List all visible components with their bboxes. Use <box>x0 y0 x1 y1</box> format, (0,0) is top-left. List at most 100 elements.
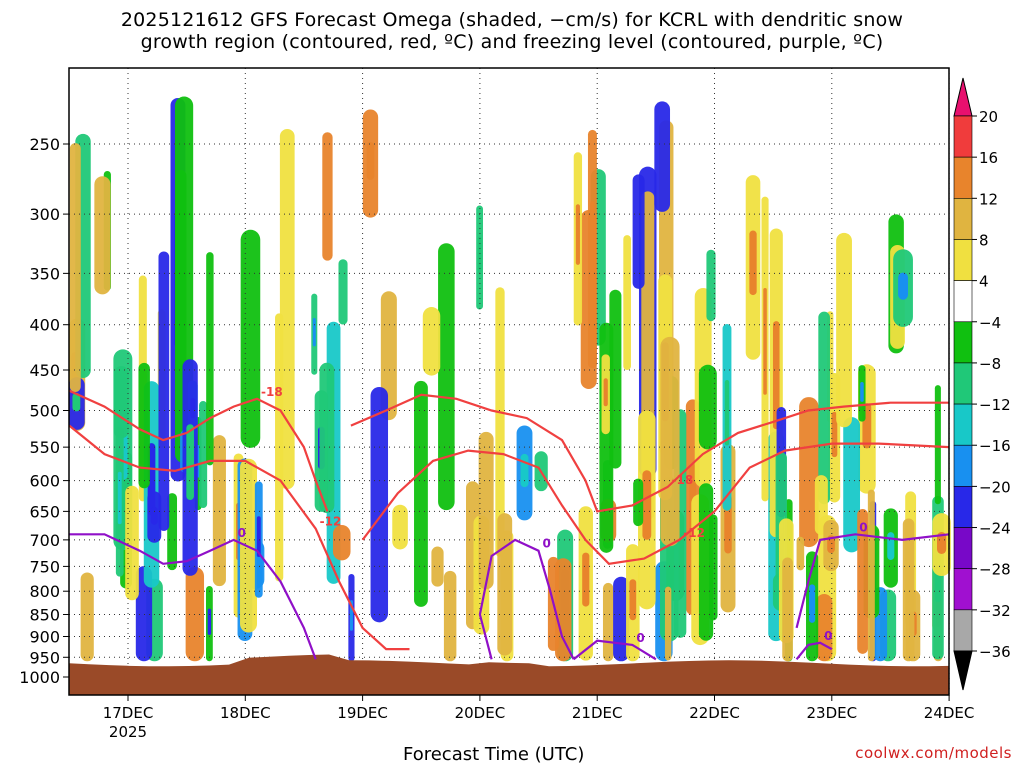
omega-cell <box>125 485 139 601</box>
colorbar-arrow-bottom <box>953 650 973 691</box>
omega-cell <box>664 586 672 661</box>
y-tick-label: 500 <box>29 402 60 421</box>
omega-cell <box>135 566 153 662</box>
omega-cell <box>654 101 671 212</box>
omega-core <box>724 380 730 446</box>
omega-core <box>582 552 590 607</box>
omega-cell <box>380 291 397 421</box>
red-contour <box>350 393 950 513</box>
omega-core <box>256 516 261 558</box>
x-tick-label: 20DEC <box>455 704 506 722</box>
omega-core <box>887 532 895 560</box>
colorbar-label: −12 <box>979 396 1011 414</box>
omega-cell <box>414 380 428 607</box>
omega-cell <box>158 251 170 531</box>
purple-contour <box>69 533 317 660</box>
omega-cell <box>94 176 111 295</box>
omega-core <box>207 608 212 635</box>
omega-cell <box>332 524 351 561</box>
omega-cell <box>138 362 150 489</box>
colorbar-label: 4 <box>979 273 989 291</box>
y-axis-ticks: 250 300 350 400 450 500 550 600 650 700 750 800 850 9… <box>19 135 69 687</box>
y-tick-label: 750 <box>29 557 60 576</box>
y-tick-label: 650 <box>29 502 60 521</box>
y-tick-label: 800 <box>29 582 60 601</box>
omega-cell <box>555 558 572 662</box>
x-axis-ticks: 17DEC 18DEC 19DEC 20DEC 21DEC 22DEC 23DEC 24DEC… <box>103 695 975 741</box>
x-tick-label: 18DEC <box>220 704 271 722</box>
y-tick-label: 300 <box>29 205 60 224</box>
omega-cell <box>338 259 348 325</box>
omega-cell <box>206 252 214 466</box>
credit-link[interactable]: coolwx.com/models <box>855 744 1012 762</box>
colorbar-bin <box>953 527 973 569</box>
y-tick-label: 600 <box>29 472 60 491</box>
x-year-label: 2025 <box>109 723 147 741</box>
colorbar-bin <box>953 609 973 652</box>
omega-cell <box>69 143 81 392</box>
colorbar-label: −4 <box>979 314 1001 332</box>
omega-cell <box>422 307 441 376</box>
omega-cell <box>902 518 915 662</box>
omega-cell <box>796 536 805 571</box>
red-contour-label: -12 <box>320 515 342 529</box>
colorbar-label: 20 <box>979 108 998 126</box>
omega-shading <box>69 96 951 662</box>
y-tick-label: 700 <box>29 531 60 550</box>
omega-core <box>186 424 194 501</box>
y-tick-label: 550 <box>29 438 60 457</box>
red-contour <box>68 424 410 651</box>
x-tick-label: 17DEC <box>103 704 154 722</box>
colorbar-bin <box>953 156 973 199</box>
x-axis-title: Forecast Time (UTC) <box>403 744 585 765</box>
colorbar-bin <box>953 403 973 446</box>
omega-cell <box>782 557 793 662</box>
purple-contour-label: 0 <box>238 526 246 540</box>
omega-cell <box>843 417 861 553</box>
omega-core <box>575 204 580 265</box>
x-tick-label: 23DEC <box>807 704 858 722</box>
red-contour <box>361 442 950 565</box>
y-tick-label: 900 <box>29 627 60 646</box>
colorbar-bin <box>953 486 973 528</box>
omega-cell <box>660 336 680 547</box>
terrain-band <box>69 654 949 695</box>
y-tick-label: 450 <box>29 361 60 380</box>
colorbar-label: −20 <box>979 478 1011 496</box>
omega-cell <box>495 287 505 557</box>
colorbar-bin <box>953 239 973 281</box>
colorbar-bin <box>953 198 973 240</box>
purple-contour <box>478 538 575 660</box>
omega-cell <box>613 576 630 662</box>
plot-frame <box>68 67 950 696</box>
x-tick-label: 24DEC <box>924 704 975 722</box>
colorbar-bin <box>953 362 973 405</box>
omega-core <box>603 378 608 407</box>
colorbar: 20 16 12 8 4 −4 −8 −12 −16 −20 −24 −28 −32 −36 <box>953 77 1011 691</box>
omega-core <box>72 392 81 412</box>
omega-cell <box>836 232 852 428</box>
red-contour-label: -18 <box>261 385 283 399</box>
omega-core <box>312 317 316 347</box>
colorbar-bin <box>953 568 973 611</box>
x-tick-label: 19DEC <box>337 704 388 722</box>
chart-title-line-2: growth region (contoured, red, ºC) and f… <box>140 31 884 53</box>
colorbar-label: −32 <box>979 602 1011 620</box>
omega-core <box>860 382 864 402</box>
omega-cell <box>279 129 295 490</box>
purple-contour-label: 0 <box>859 520 867 534</box>
omega-core <box>366 141 375 180</box>
omega-cell <box>934 385 941 505</box>
y-tick-label: 350 <box>29 264 60 283</box>
y-tick-label: 400 <box>29 316 60 335</box>
colorbar-label: 16 <box>979 149 998 167</box>
omega-core <box>520 453 529 488</box>
y-tick-label: 1000 <box>19 668 60 687</box>
omega-cell <box>212 435 226 587</box>
x-tick-label: 22DEC <box>689 704 740 722</box>
omega-cell <box>857 509 868 654</box>
colorbar-label: −24 <box>979 520 1011 538</box>
omega-cell <box>698 364 717 450</box>
colorbar-bin <box>953 115 973 158</box>
chart-title-line-1: 2025121612 GFS Forecast Omega (shaded, −… <box>120 9 904 31</box>
